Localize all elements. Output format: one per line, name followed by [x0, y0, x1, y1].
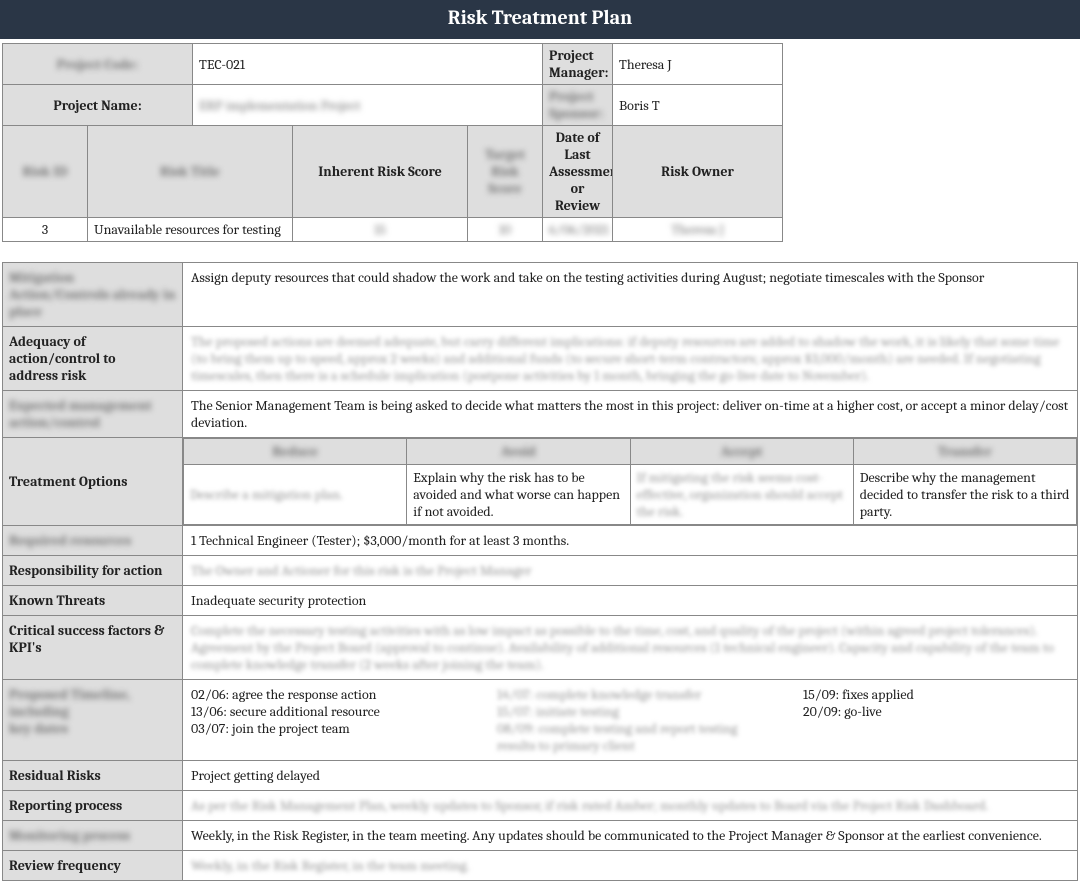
project-manager-label: Project Manager:: [543, 44, 613, 85]
mitigation-value: Assign deputy resources that could shado…: [183, 263, 1078, 327]
adequacy-label: Adequacy of action/control to address ri…: [3, 327, 183, 391]
timeline-c1c: 03/07: join the project team: [191, 720, 457, 737]
treat-avoid: Explain why the risk has to be avoided a…: [407, 465, 630, 525]
risk-date-cell: 6/06/2021: [549, 221, 609, 238]
treatment-options-grid: Reduce Avoid Accept Transfer Describe a …: [183, 438, 1077, 525]
risk-detail-table: Mitigation Action/Controls already in pl…: [2, 262, 1078, 881]
residual-value: Project getting delayed: [183, 761, 1078, 791]
project-meta-table: Project Code: TEC-021 Project Manager: T…: [2, 43, 783, 242]
expected-label: Expected management action/control: [9, 397, 152, 431]
responsibility-value: The Owner and Actioner for this risk is …: [191, 562, 531, 579]
csf-label: Critical success factors & KPI's: [3, 616, 183, 680]
csf-value: Complete the necessary testing activitie…: [191, 622, 1054, 673]
timeline-c1b: 13/06: secure additional resource: [191, 703, 457, 720]
timeline-c1a: 02/06: agree the response action: [191, 686, 457, 703]
timeline-c2a: 14/07: complete knowledge transfer: [497, 686, 701, 703]
col-inherent: Inherent Risk Score: [293, 126, 468, 218]
treat-reduce: Describe a mitigation plan.: [190, 486, 343, 503]
risk-owner-cell: Theresa J: [671, 221, 724, 238]
timeline-c3a: 15/09: fixes applied: [803, 686, 1069, 703]
reporting-label: Reporting process: [3, 791, 183, 821]
risk-treatment-sheet: Project Code: TEC-021 Project Manager: T…: [0, 39, 1080, 885]
treat-col-avoid: Avoid: [501, 443, 536, 460]
risk-inherent-cell: 15: [374, 221, 386, 238]
review-label: Review frequency: [3, 851, 183, 881]
timeline-c2c: 08/09: complete testing and report testi…: [497, 720, 737, 754]
col-date: Date of Last Assessment or Review: [543, 126, 613, 218]
col-risk-id: Risk ID: [3, 126, 88, 218]
responsibility-label: Responsibility for action: [3, 556, 183, 586]
risk-row: 3 Unavailable resources for testing 15 1…: [3, 218, 783, 242]
risk-id-cell: 3: [3, 218, 88, 242]
treat-accept: If mitigating the risk seems cost-effect…: [637, 469, 844, 520]
timeline-columns: 02/06: agree the response action 13/06: …: [191, 686, 1069, 754]
col-risk-title: Risk Title: [88, 126, 293, 218]
treat-transfer: Describe why the management decided to t…: [853, 465, 1076, 525]
required-label: Required resources: [9, 532, 131, 549]
project-manager-value: Theresa J: [613, 44, 783, 85]
col-owner: Risk Owner: [613, 126, 783, 218]
treatment-label: Treatment Options: [3, 438, 183, 526]
treat-col-transfer: Transfer: [938, 443, 992, 460]
project-code-value: TEC-021: [193, 44, 543, 85]
project-sponsor-value: Boris T: [613, 85, 783, 126]
timeline-c2b: 15/07: initiate testing: [497, 703, 619, 720]
page-title: Risk Treatment Plan: [0, 0, 1080, 39]
col-target: Target Risk Score: [468, 126, 543, 218]
adequacy-value: The proposed actions are deemed adequate…: [191, 333, 1059, 384]
expected-value: The Senior Management Team is being aske…: [183, 391, 1078, 438]
threats-value: Inadequate security protection: [183, 586, 1078, 616]
residual-label: Residual Risks: [3, 761, 183, 791]
required-value: 1 Technical Engineer (Tester); $3,000/mo…: [183, 526, 1078, 556]
risk-target-cell: 10: [499, 221, 511, 238]
treat-col-accept: Accept: [721, 443, 763, 460]
risk-title-cell: Unavailable resources for testing: [88, 218, 293, 242]
monitoring-value: Weekly, in the Risk Register, in the tea…: [183, 821, 1078, 851]
project-name-label: Project Name:: [3, 85, 193, 126]
mitigation-label: Mitigation Action/Controls already in pl…: [9, 269, 176, 320]
treat-col-reduce: Reduce: [272, 443, 318, 460]
project-code-label: Project Code:: [57, 56, 139, 73]
project-sponsor-label: Project Sponsor:: [549, 88, 603, 122]
reporting-value: As per the Risk Management Plan, weekly …: [191, 797, 988, 814]
threats-label: Known Threats: [3, 586, 183, 616]
review-value: Weekly, in the Risk Register, in the tea…: [191, 857, 470, 874]
timeline-c3b: 20/09: go-live: [803, 703, 1069, 720]
monitoring-label: Monitoring process: [9, 827, 130, 844]
timeline-label: Proposed Timeline, including key dates: [9, 686, 130, 737]
project-name-value: ERP implementation Project: [199, 97, 360, 114]
